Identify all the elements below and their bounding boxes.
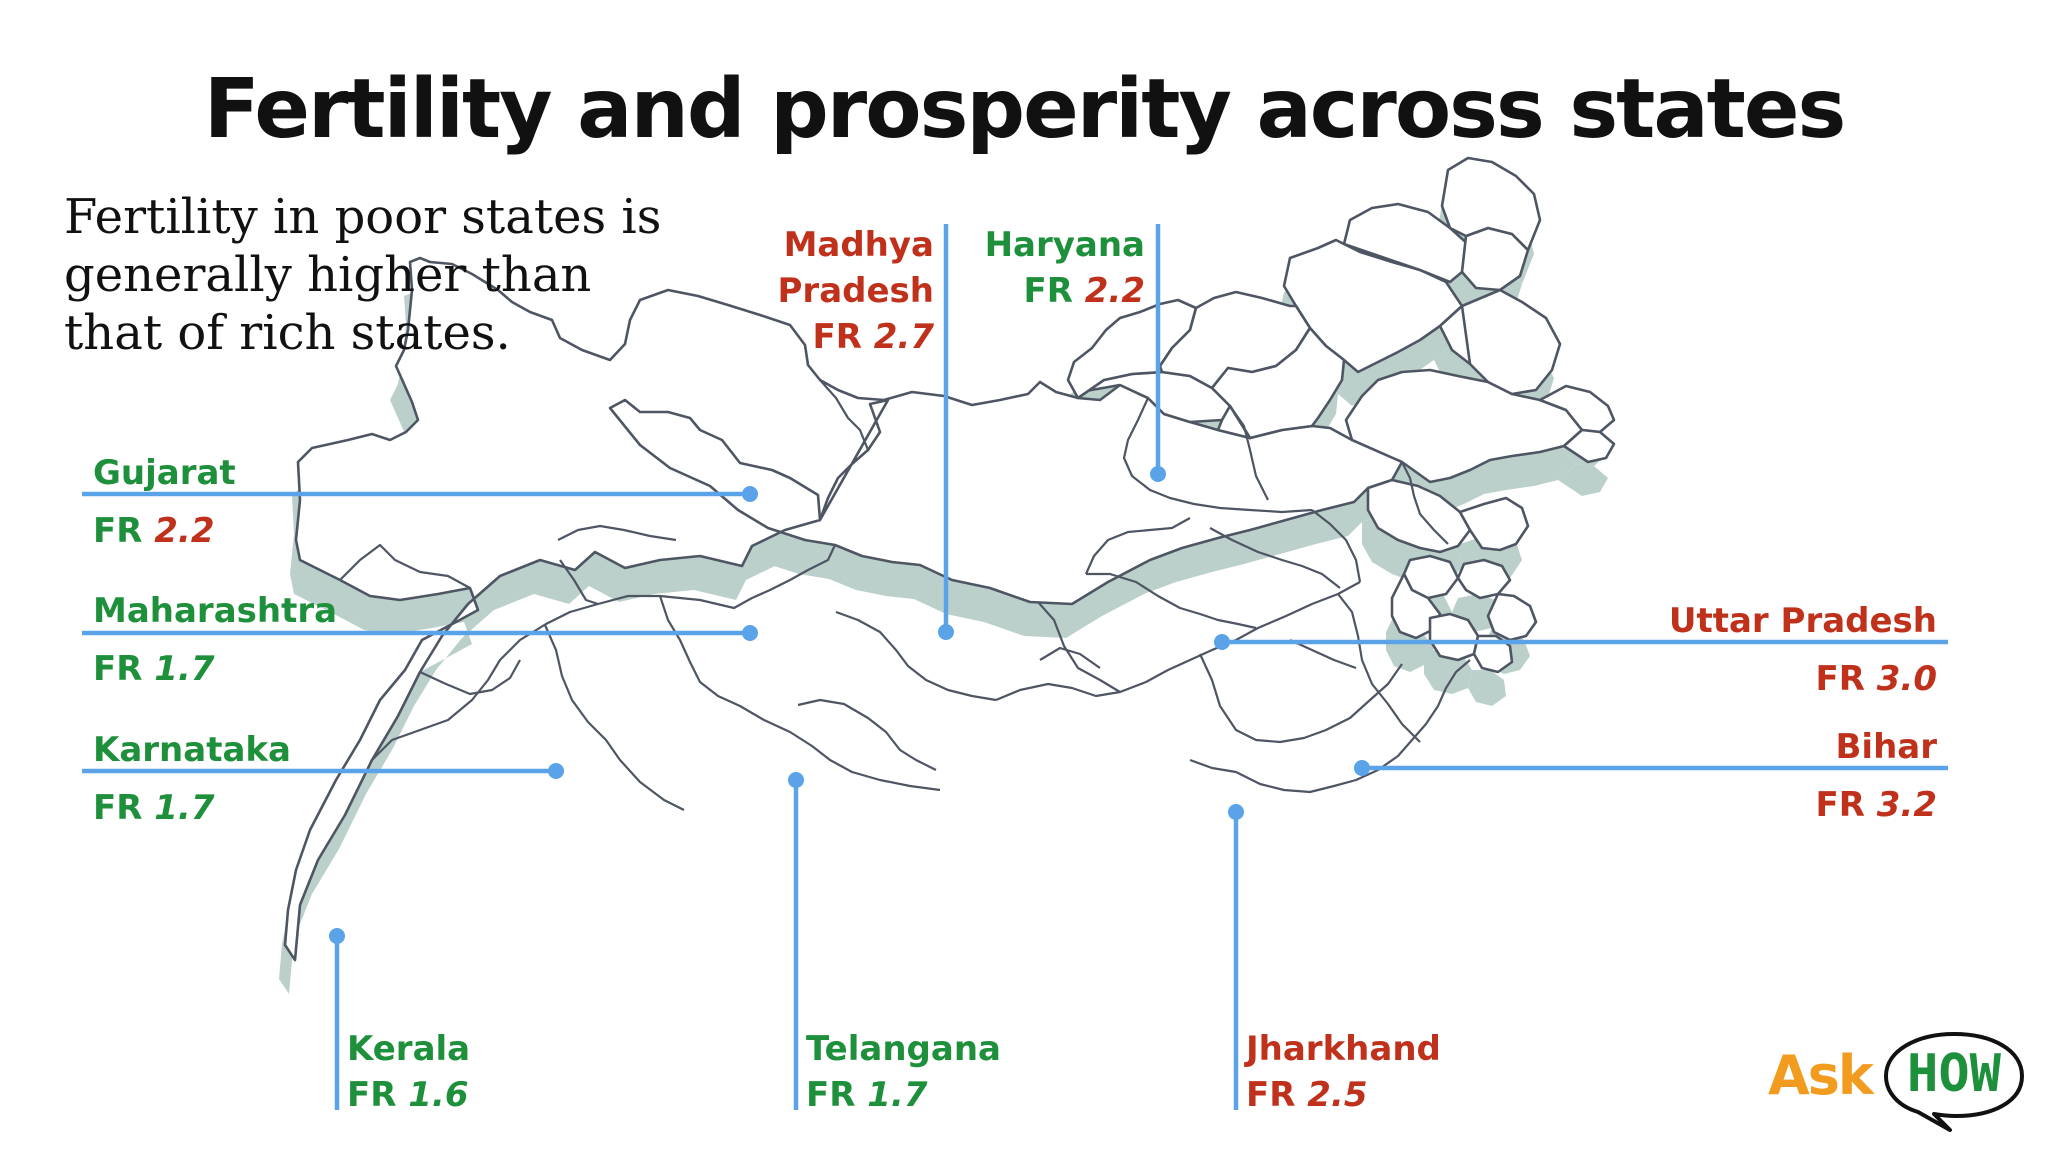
state-borders — [339, 379, 1471, 811]
askhow-logo: Ask HOW — [1768, 1024, 2034, 1134]
dot-gujarat — [742, 486, 758, 502]
dot-haryana — [1150, 466, 1166, 482]
dot-telangana — [788, 772, 804, 788]
label-gujarat: Gujarat FR 2.2 — [93, 444, 236, 560]
uttar-pradesh-fertility-rate: FR 3.0 — [1669, 650, 1937, 708]
maharashtra-fr-prefix: FR — [93, 649, 155, 689]
label-jharkhand: Jharkhand FR 2.5 — [1246, 1026, 1441, 1118]
haryana-name: Haryana — [984, 225, 1145, 265]
gujarat-fr-value: 2.2 — [154, 511, 215, 551]
label-bihar: Bihar FR 3.2 — [1816, 718, 1937, 834]
gujarat-fertility-rate: FR 2.2 — [93, 502, 236, 560]
madhya-pradesh-name: Madhya — [783, 225, 934, 265]
karnataka-fertility-rate: FR 1.7 — [93, 779, 291, 837]
leader-lines — [82, 224, 1948, 1110]
kerala-name: Kerala — [347, 1029, 471, 1069]
jharkhand-fertility-rate: FR 2.5 — [1246, 1072, 1441, 1118]
haryana-fr-value: 2.2 — [1084, 271, 1145, 311]
jharkhand-fr-prefix: FR — [1246, 1075, 1308, 1115]
kerala-fr-value: 1.6 — [408, 1075, 469, 1115]
dot-madhya-pradesh — [938, 624, 954, 640]
haryana-fr-prefix: FR — [1023, 271, 1085, 311]
bihar-fr-prefix: FR — [1815, 785, 1877, 825]
label-maharashtra: Maharashtra FR 1.7 — [93, 582, 337, 698]
telangana-name: Telangana — [806, 1029, 1001, 1069]
label-telangana: Telangana FR 1.7 — [806, 1026, 1001, 1118]
logo-how-text: HOW — [1907, 1044, 2001, 1104]
uttar-pradesh-fr-prefix: FR — [1815, 659, 1877, 699]
karnataka-name: Karnataka — [93, 730, 291, 770]
karnataka-fr-prefix: FR — [93, 788, 155, 828]
gujarat-fr-prefix: FR — [93, 511, 155, 551]
jharkhand-name: Jharkhand — [1246, 1029, 1441, 1069]
bihar-fr-value: 3.2 — [1876, 785, 1937, 825]
kerala-fertility-rate: FR 1.6 — [347, 1072, 470, 1118]
madhya-pradesh-name-line2: Pradesh — [777, 271, 934, 311]
madhya-pradesh-fr-prefix: FR — [812, 317, 874, 357]
uttar-pradesh-name: Uttar Pradesh — [1668, 601, 1937, 641]
label-madhya-pradesh: Madhya Pradesh FR 2.7 — [778, 222, 934, 360]
madhya-pradesh-fr-value: 2.7 — [873, 317, 934, 357]
label-karnataka: Karnataka FR 1.7 — [93, 721, 291, 837]
dot-uttar-pradesh — [1214, 634, 1230, 650]
telangana-fr-prefix: FR — [806, 1075, 868, 1115]
maharashtra-fr-value: 1.7 — [154, 649, 215, 689]
jharkhand-fr-value: 2.5 — [1307, 1075, 1368, 1115]
page-title: Fertility and prosperity across states — [203, 62, 1847, 157]
bihar-name: Bihar — [1835, 727, 1938, 767]
maharashtra-name: Maharashtra — [93, 591, 338, 631]
maharashtra-fertility-rate: FR 1.7 — [93, 640, 337, 698]
telangana-fertility-rate: FR 1.7 — [806, 1072, 1001, 1118]
dot-karnataka — [548, 763, 564, 779]
bihar-fertility-rate: FR 3.2 — [1816, 776, 1937, 834]
label-kerala: Kerala FR 1.6 — [347, 1026, 470, 1118]
kerala-fr-prefix: FR — [347, 1075, 409, 1115]
page-subtitle: Fertility in poor states is generally hi… — [64, 189, 662, 361]
karnataka-fr-value: 1.7 — [154, 788, 215, 828]
telangana-fr-value: 1.7 — [867, 1075, 928, 1115]
label-uttar-pradesh: Uttar Pradesh FR 3.0 — [1669, 592, 1937, 708]
speech-bubble-icon — [1884, 1032, 2024, 1132]
dot-jharkhand — [1228, 804, 1244, 820]
madhya-pradesh-fertility-rate: FR 2.7 — [778, 314, 934, 360]
logo-ask-text: Ask — [1768, 1044, 1874, 1107]
gujarat-name: Gujarat — [93, 453, 236, 493]
dot-maharashtra — [742, 625, 758, 641]
uttar-pradesh-fr-value: 3.0 — [1876, 659, 1937, 699]
haryana-fertility-rate: FR 2.2 — [985, 268, 1145, 314]
label-haryana: Haryana FR 2.2 — [985, 222, 1145, 314]
dot-kerala — [329, 928, 345, 944]
dot-bihar — [1354, 760, 1370, 776]
leader-dots — [329, 466, 1370, 944]
